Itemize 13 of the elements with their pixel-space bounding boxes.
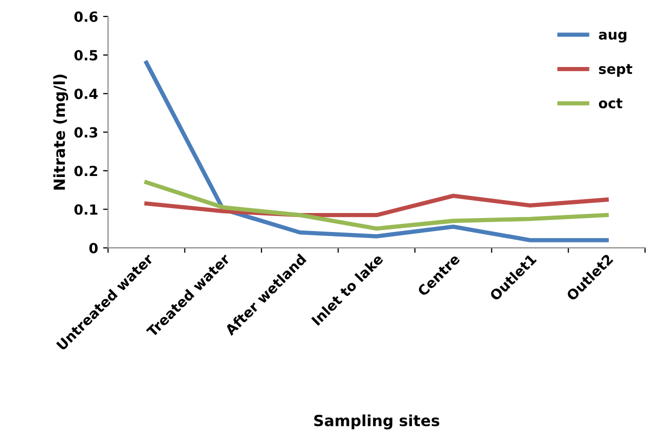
y-tick-label: 0.4 [74, 88, 98, 100]
y-tick-label: 0.3 [74, 127, 98, 138]
y-tick-label: 0.1 [74, 204, 98, 215]
y-tick-label: 0 [89, 242, 98, 254]
x-axis-title: Sampling sites [314, 414, 440, 430]
y-tick-label: 0.2 [74, 166, 98, 176]
legend-label: aug [598, 32, 626, 43]
legend-label: oct [598, 98, 622, 108]
y-tick-label: 0.6 [74, 11, 98, 22]
line-series [144, 180, 609, 231]
legend-label: sept [599, 64, 632, 77]
y-axis-title: Nitrate (mg/l) [53, 74, 68, 190]
y-tick-label: 0.5 [74, 50, 98, 61]
